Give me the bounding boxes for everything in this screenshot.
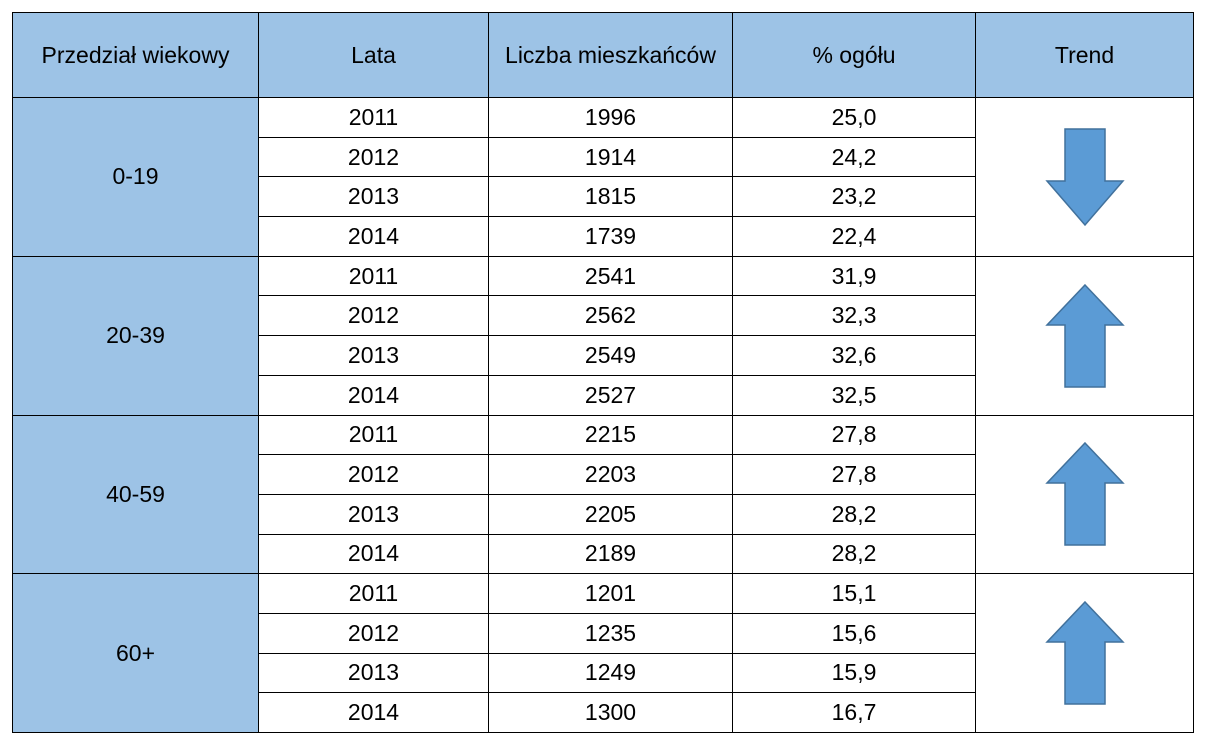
table-row: 2013 2205 28,2 [13, 493, 1194, 535]
percent-cell: 24,2 [732, 136, 976, 178]
percent-cell: 23,2 [732, 176, 976, 218]
table-row: 60+ 2011 1201 15,1 [12, 573, 1194, 733]
header-cell: Lata [258, 12, 489, 98]
year-cell: 2012 [258, 295, 489, 337]
year-cell: 2012 [258, 454, 489, 495]
count-cell: 1235 [488, 612, 733, 654]
table-row: 40-59 2011 2215 27,8 [12, 414, 1194, 575]
table-row: 2013 2549 32,6 [13, 335, 1194, 376]
percent-cell: 32,5 [732, 374, 976, 416]
year-cell: 2014 [258, 216, 489, 257]
table-row: 20-39 2011 2541 31,9 [12, 255, 1194, 416]
header-cell: % ogółu [732, 12, 976, 98]
year-cell: 2013 [258, 493, 489, 535]
percent-cell: 16,7 [732, 692, 976, 733]
count-cell: 1739 [488, 216, 733, 257]
table-row: 2014 1300 16,7 [13, 692, 1194, 733]
percent-cell: 28,2 [732, 493, 976, 535]
year-cell: 2014 [258, 533, 489, 575]
trend-cell [975, 97, 1194, 257]
trend-arrow-up [1044, 283, 1125, 388]
count-cell: 1914 [488, 136, 733, 178]
count-cell: 2562 [488, 295, 733, 337]
age-cell: 0-19 [12, 97, 259, 257]
year-cell: 2012 [258, 136, 489, 178]
count-cell: 2189 [488, 533, 733, 575]
count-cell: 1249 [488, 652, 733, 694]
count-cell: 2215 [488, 414, 733, 456]
table-row: 2013 1249 15,9 [13, 652, 1194, 694]
percent-cell: 32,3 [732, 295, 976, 337]
percent-cell: 15,9 [732, 652, 976, 694]
count-cell: 1201 [488, 573, 733, 614]
trend-arrow-up [1044, 442, 1125, 547]
table-row: 2012 2562 32,3 [13, 295, 1194, 337]
table-row: 0-19 2011 1996 25,0 [12, 97, 1194, 257]
count-cell: 2549 [488, 335, 733, 376]
trend-cell [975, 255, 1194, 416]
count-cell: 2527 [488, 374, 733, 416]
percent-cell: 15,1 [732, 573, 976, 614]
age-cell: 20-39 [12, 255, 259, 416]
count-cell: 2541 [488, 255, 733, 297]
header-row: Przedział wiekowy Lata Liczba mieszkańców%… [12, 12, 1194, 98]
header-cell: Przedział wiekowy [12, 12, 259, 98]
percent-cell: 22,4 [732, 216, 976, 257]
trend-arrow-down [1044, 128, 1125, 227]
table-row: 2012 1914 24,2 [13, 136, 1194, 178]
count-cell: 1815 [488, 176, 733, 218]
year-cell: 2014 [258, 374, 489, 416]
table-row: 2014 2189 28,2 [13, 533, 1194, 575]
year-cell: 2012 [258, 612, 489, 654]
percent-cell: 32,6 [732, 335, 976, 376]
table-row: 2014 2527 32,5 [13, 374, 1194, 416]
table-body: 0-19 2011 1996 25,0 2012 1914 24,2 2013 1815 23,… [12, 97, 1194, 733]
percent-cell: 25,0 [732, 97, 976, 138]
year-cell: 2011 [258, 573, 489, 614]
table-row: 2012 2203 27,8 [13, 454, 1194, 495]
population-table: Przedział wiekowy Lata Liczba mieszkańców%… [12, 12, 1194, 733]
year-cell: 2011 [258, 414, 489, 456]
age-cell: 40-59 [12, 414, 259, 575]
percent-cell: 31,9 [732, 255, 976, 297]
percent-cell: 27,8 [732, 454, 976, 495]
year-cell: 2013 [258, 335, 489, 376]
year-cell: 2013 [258, 176, 489, 218]
year-cell: 2013 [258, 652, 489, 694]
percent-cell: 27,8 [732, 414, 976, 456]
year-cell: 2014 [258, 692, 489, 733]
header-cell: Trend [975, 12, 1194, 98]
percent-cell: 15,6 [732, 612, 976, 654]
age-cell: 60+ [12, 573, 259, 733]
trend-cell [975, 573, 1194, 733]
year-cell: 2011 [258, 255, 489, 297]
trend-cell [975, 414, 1194, 575]
count-cell: 1996 [488, 97, 733, 138]
count-cell: 2205 [488, 493, 733, 535]
percent-cell: 28,2 [732, 533, 976, 575]
count-cell: 1300 [488, 692, 733, 733]
count-cell: 2203 [488, 454, 733, 495]
year-cell: 2011 [258, 97, 489, 138]
trend-arrow-up [1044, 601, 1125, 705]
header-cell: Liczba mieszkańców [488, 12, 733, 98]
